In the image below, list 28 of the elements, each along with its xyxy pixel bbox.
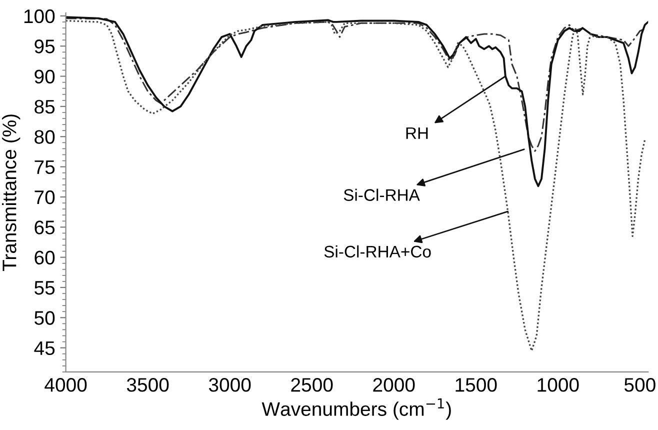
line-series bbox=[66, 16, 648, 188]
y-tick-label: 55 bbox=[34, 281, 55, 295]
line-series bbox=[66, 18, 648, 152]
annotation: Si-Cl-RHA+Co bbox=[324, 245, 431, 258]
x-tick-label: 3000 bbox=[208, 378, 251, 392]
x-tick-label: 2000 bbox=[373, 378, 415, 392]
y-tick-label: 60 bbox=[34, 250, 55, 265]
x-tick-label: 4000 bbox=[44, 378, 87, 392]
x-tick-label: 1500 bbox=[456, 378, 497, 392]
x-tick-label: 2500 bbox=[291, 378, 333, 392]
annotation: Si-Cl-RHA bbox=[344, 188, 420, 201]
y-tick-label: 80 bbox=[34, 130, 55, 144]
annotation: RH bbox=[406, 127, 428, 139]
y-tick-label: 65 bbox=[34, 220, 55, 234]
y-tick-label: 70 bbox=[34, 190, 55, 204]
y-tick-label: 50 bbox=[34, 311, 55, 325]
x-tick-label: 3500 bbox=[126, 378, 169, 392]
line-series bbox=[66, 20, 646, 352]
x-axis-title: Wavenumbers (cm$^{−1}$) bbox=[262, 398, 451, 420]
y-tick-label: 85 bbox=[34, 100, 55, 114]
y-tick-label: 45 bbox=[34, 341, 55, 356]
y-tick-label: 95 bbox=[34, 40, 55, 54]
x-tick-label: 1000 bbox=[538, 378, 579, 392]
y-tick-label: 90 bbox=[34, 70, 55, 84]
y-tick-label: 75 bbox=[34, 160, 55, 174]
y-tick-label: 100 bbox=[24, 9, 55, 24]
y-axis-title: Transmittance (%) bbox=[2, 114, 20, 272]
x-tick-label: 500 bbox=[624, 378, 656, 392]
